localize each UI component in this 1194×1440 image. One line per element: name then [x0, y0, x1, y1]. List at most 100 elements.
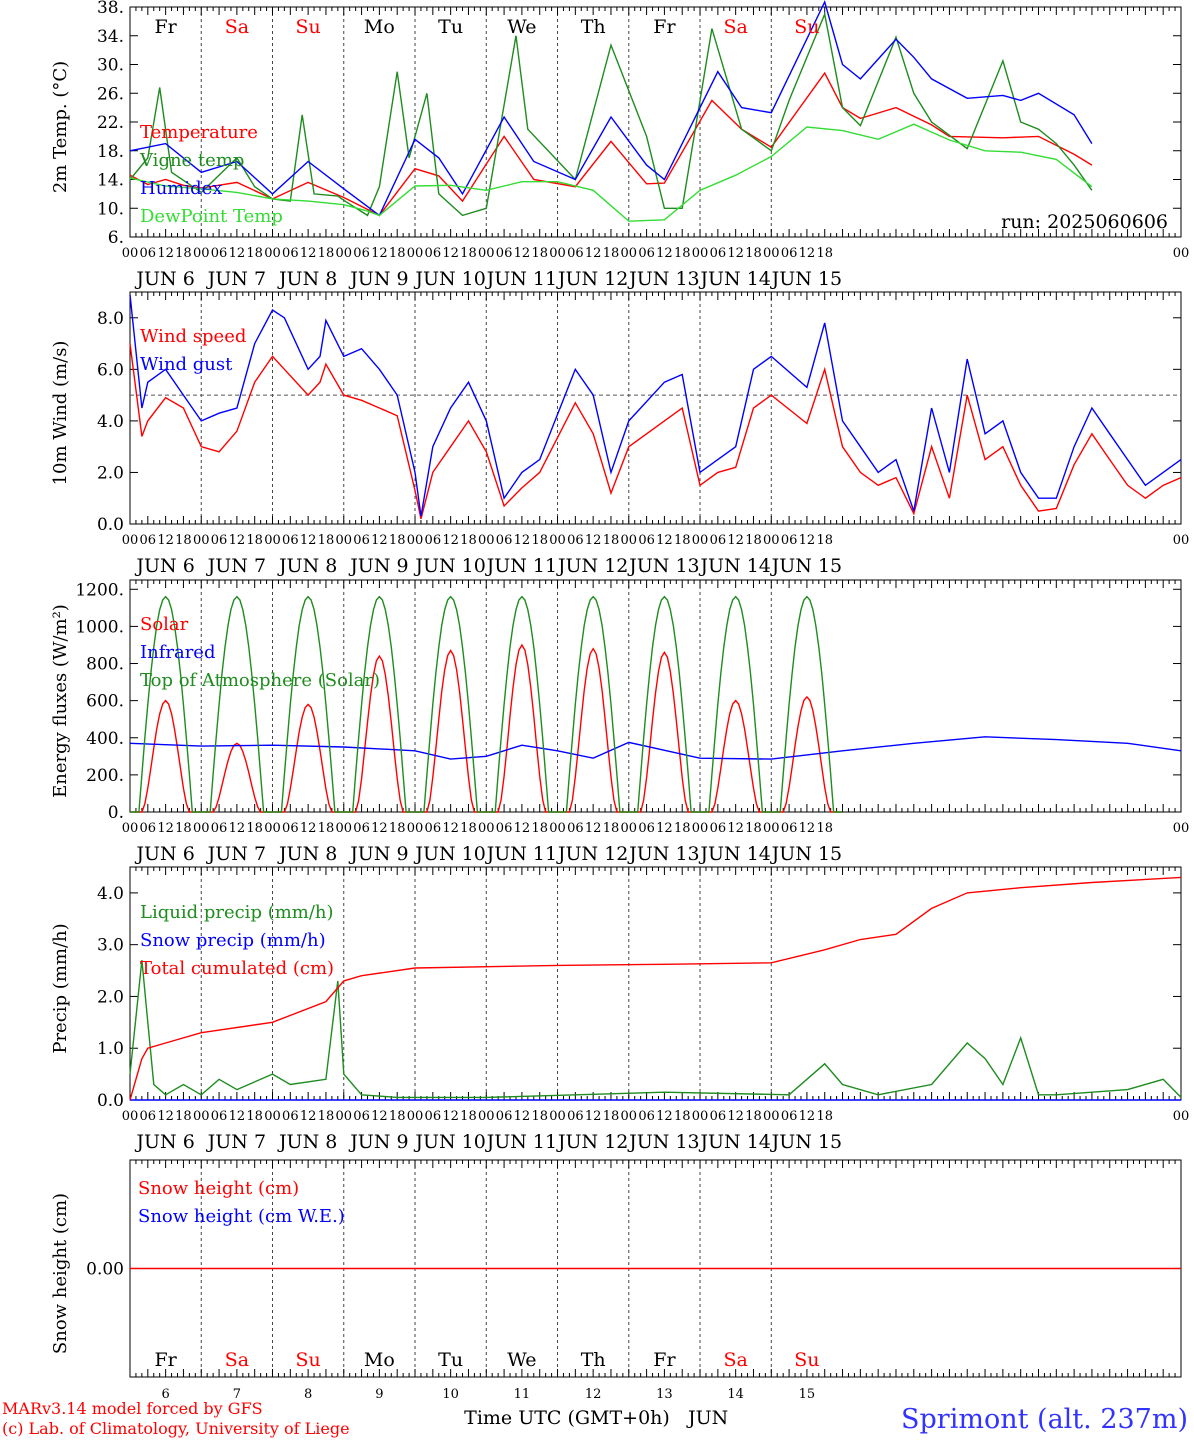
- footer-model: MARv3.14 model forced by GFS: [2, 1399, 263, 1418]
- hour-tick-label: 18: [246, 246, 263, 261]
- hour-tick-label: 00: [549, 246, 566, 261]
- hour-tick-label: 12: [229, 533, 246, 548]
- hour-tick-label: 00: [407, 246, 424, 261]
- weekday-label: Su: [296, 1349, 321, 1371]
- hour-tick-label: 12: [371, 821, 388, 836]
- hour-tick-label: 00: [478, 533, 495, 548]
- hour-tick-label: 00: [335, 533, 352, 548]
- legend-entry: Humidex: [140, 178, 222, 199]
- hour-tick-label: 12: [514, 533, 531, 548]
- y-axis-label: 2m Temp. (°C): [50, 61, 71, 193]
- legend-entry: Total cumulated (cm): [140, 958, 334, 979]
- date-label: JUN 11: [485, 268, 557, 290]
- hour-tick-label: 18: [816, 246, 833, 261]
- hour-tick-label: 06: [211, 821, 228, 836]
- hour-tick-label: 12: [300, 1109, 317, 1124]
- date-label: JUN 12: [556, 843, 628, 865]
- date-label: JUN 12: [556, 555, 628, 577]
- y-tick-label: 14.: [97, 171, 124, 191]
- y-tick-label: 22.: [97, 113, 124, 133]
- hour-tick-label: 12: [656, 1109, 673, 1124]
- hour-tick-label: 06: [353, 821, 370, 836]
- y-tick-label: 4.0: [97, 412, 124, 432]
- hour-tick-label: 06: [781, 1109, 798, 1124]
- date-label: JUN 11: [485, 1131, 557, 1153]
- run-label: run: 2025060606: [1001, 211, 1168, 233]
- hour-tick-label: 00: [264, 533, 281, 548]
- hour-tick-label: 18: [603, 533, 620, 548]
- hour-tick-label: 12: [585, 246, 602, 261]
- plot-frame: [129, 579, 1182, 813]
- hour-tick-label: 06: [638, 533, 655, 548]
- hour-tick-label: 00: [621, 821, 638, 836]
- hour-tick-label: 12: [727, 246, 744, 261]
- hour-tick-label: 12: [727, 1109, 744, 1124]
- date-label: JUN 10: [413, 555, 485, 577]
- date-label: JUN 15: [770, 268, 842, 290]
- weekday-label: Mo: [364, 1349, 395, 1371]
- series-line: [129, 876, 1182, 1101]
- date-label: JUN 10: [413, 268, 485, 290]
- y-tick-label: 0.00: [86, 1260, 124, 1280]
- date-label: JUN 11: [485, 843, 557, 865]
- series-line: [129, 736, 1182, 760]
- date-label: JUN 14: [698, 268, 770, 290]
- y-tick-label: 3.0: [97, 936, 124, 956]
- hour-tick-label: 06: [496, 1109, 513, 1124]
- date-label: JUN 6: [134, 843, 194, 865]
- date-label: JUN 9: [348, 268, 408, 290]
- hour-tick-label: 00: [692, 533, 709, 548]
- hour-tick-label: 12: [727, 821, 744, 836]
- date-label: JUN 9: [348, 843, 408, 865]
- date-label: JUN 6: [134, 268, 194, 290]
- hour-tick-label: 06: [140, 533, 157, 548]
- hour-tick-label: 18: [246, 1109, 263, 1124]
- date-label: JUN 13: [627, 555, 699, 577]
- y-tick-label: 1.0: [97, 1039, 124, 1059]
- hour-tick-label: 12: [300, 821, 317, 836]
- legend-entry: Vigne temp: [139, 150, 244, 171]
- date-label: JUN 10: [413, 1131, 485, 1153]
- hour-tick-label: 06: [353, 246, 370, 261]
- hour-tick-label: 06: [140, 246, 157, 261]
- hour-tick-label: 06: [353, 1109, 370, 1124]
- hour-tick-label: 18: [389, 821, 406, 836]
- hour-tick-label: 00: [335, 1109, 352, 1124]
- hour-tick-label: 00: [193, 533, 210, 548]
- y-tick-label: 200.: [86, 766, 124, 786]
- hour-tick-label: 12: [157, 1109, 174, 1124]
- hour-tick-label: 00: [264, 1109, 281, 1124]
- hour-tick-label: 12: [727, 533, 744, 548]
- weekday-label: Fr: [653, 1349, 676, 1371]
- hour-tick-label: 12: [371, 1109, 388, 1124]
- hour-tick-label: 12: [585, 1109, 602, 1124]
- hour-tick-label: 18: [175, 821, 192, 836]
- weekday-label: Sa: [225, 16, 249, 38]
- hour-tick-label: 18: [674, 821, 691, 836]
- weekday-label: Th: [581, 16, 606, 38]
- hour-tick-label: 12: [300, 246, 317, 261]
- day-number: 6: [161, 1387, 169, 1402]
- legend-entry: Solar: [140, 614, 189, 635]
- day-number: 8: [304, 1387, 312, 1402]
- hour-tick-label: 06: [567, 533, 584, 548]
- date-label: JUN 9: [348, 555, 408, 577]
- y-tick-label: 2.0: [97, 463, 124, 483]
- date-label: JUN 6: [134, 1131, 194, 1153]
- hour-tick-label: 18: [816, 533, 833, 548]
- hour-tick-label: 18: [460, 1109, 477, 1124]
- y-tick-label: 400.: [86, 729, 124, 749]
- hour-tick-label: 18: [674, 1109, 691, 1124]
- hour-tick-label: 06: [425, 533, 442, 548]
- y-tick-label: 18.: [97, 142, 124, 162]
- day-number: 12: [585, 1387, 602, 1402]
- date-label: JUN 12: [556, 1131, 628, 1153]
- hour-tick-label: 00: [621, 1109, 638, 1124]
- hour-tick-label: 12: [514, 246, 531, 261]
- hour-tick-label: 00: [478, 821, 495, 836]
- hour-tick-label: 18: [246, 821, 263, 836]
- day-number: 9: [375, 1387, 383, 1402]
- date-label: JUN 8: [277, 1131, 337, 1153]
- hour-tick-label: 18: [531, 821, 548, 836]
- hour-tick-label: 00: [407, 533, 424, 548]
